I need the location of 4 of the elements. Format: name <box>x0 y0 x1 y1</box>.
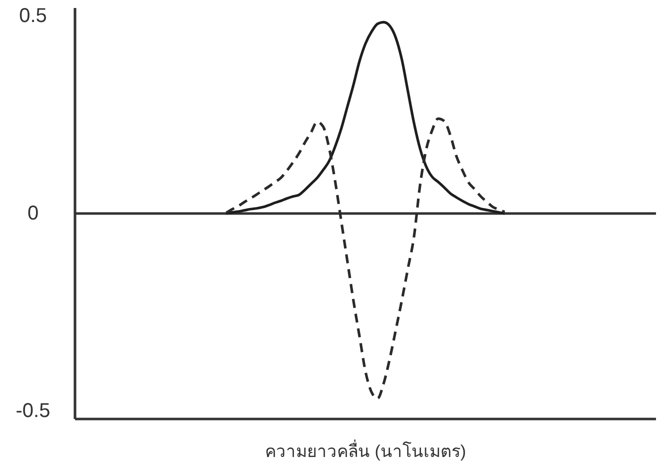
y-tick-label: -0.5 <box>16 400 50 422</box>
x-axis-title: ความยาวคลื่น (นาโนเมตร) <box>264 439 466 461</box>
y-tick-label: 0 <box>27 202 39 224</box>
y-tick-label: 0.5 <box>19 4 47 27</box>
